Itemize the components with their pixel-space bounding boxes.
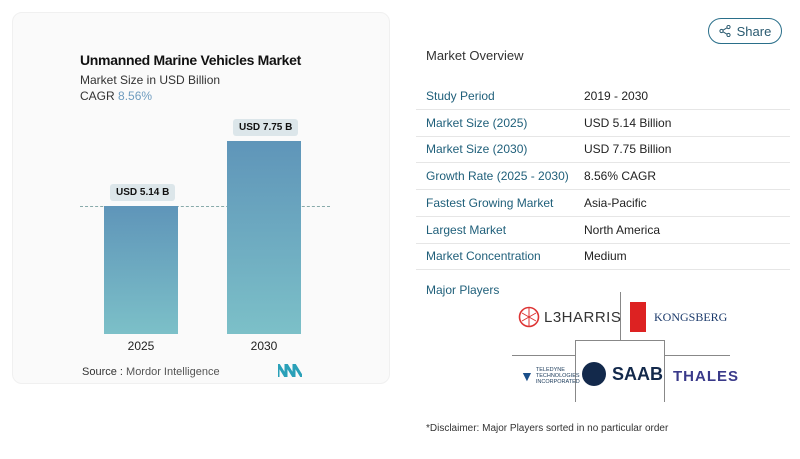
row-key: Growth Rate (2025 - 2030): [426, 169, 569, 184]
overview-row: Market Size (2025) USD 5.14 Billion: [416, 110, 790, 137]
row-key: Largest Market: [426, 222, 507, 237]
share-label: Share: [736, 23, 772, 39]
overview-row: Largest Market North America: [416, 217, 790, 244]
row-value: USD 7.75 Billion: [584, 142, 672, 157]
saab-emblem-icon: [582, 362, 606, 386]
data-label: USD 7.75 B: [233, 119, 299, 137]
chart-card: [12, 12, 390, 384]
row-value: Medium: [584, 249, 627, 264]
chart-title: Unmanned Marine Vehicles Market: [80, 52, 302, 68]
reference-line: [80, 206, 330, 207]
share-icon: [719, 25, 731, 37]
teledyne-logo: ▼ TELEDYNE TECHNOLOGIES INCORPORATED: [520, 367, 580, 385]
row-value: North America: [584, 222, 661, 237]
source-value: Mordor Intelligence: [126, 366, 220, 378]
cagr: CAGR 8.56%: [80, 89, 152, 103]
row-value: USD 5.14 Billion: [584, 115, 672, 130]
row-value: 2019 - 2030: [584, 89, 649, 103]
saab-logo: SAAB: [582, 360, 663, 388]
row-key: Market Concentration: [426, 249, 541, 264]
source: Source : Mordor Intelligence: [82, 366, 220, 378]
x-tick-label: 2025: [127, 339, 155, 353]
overview-title: Market Overview: [426, 48, 524, 63]
teledyne-icon: ▼: [520, 368, 534, 384]
share-button[interactable]: Share: [708, 18, 782, 44]
overview-row: Growth Rate (2025 - 2030) 8.56% CAGR: [416, 163, 790, 191]
row-key: Market Size (2030): [426, 142, 528, 157]
divider: [620, 292, 621, 340]
cagr-value: 8.56%: [118, 89, 153, 103]
kongsberg-crest-icon: [630, 302, 646, 332]
overview-row: Market Concentration Medium: [416, 243, 790, 271]
data-label: USD 5.14 B: [110, 184, 176, 201]
row-key: Study Period: [426, 89, 495, 103]
x-tick-label: 2030: [250, 339, 278, 353]
bar-2025: [104, 206, 178, 334]
chart-subtitle: Market Size in USD Billion: [80, 73, 221, 87]
row-key: Market Size (2025): [426, 115, 528, 130]
overview-row: Market Size (2030) USD 7.75 Billion: [416, 136, 790, 164]
row-value: Asia-Pacific: [584, 195, 647, 210]
row-value: 8.56% CAGR: [584, 169, 657, 184]
row-key: Fastest Growing Market: [426, 195, 554, 210]
thales-logo: THALES: [673, 367, 739, 385]
kongsberg-logo: KONGSBERG: [630, 302, 727, 332]
l3harris-logo: L3HARRIS: [518, 302, 621, 332]
cagr-label: CAGR: [80, 89, 115, 103]
source-label: Source :: [82, 366, 123, 378]
major-players-title: Major Players: [426, 283, 500, 297]
overview-row: Fastest Growing Market Asia-Pacific: [416, 190, 790, 217]
mordor-logo-icon: [278, 364, 302, 377]
bar-2030: [227, 141, 301, 334]
disclaimer: *Disclaimer: Major Players sorted in no …: [426, 423, 669, 434]
l3harris-globe-icon: [518, 306, 540, 328]
overview-row: Study Period 2019 - 2030: [416, 83, 790, 110]
